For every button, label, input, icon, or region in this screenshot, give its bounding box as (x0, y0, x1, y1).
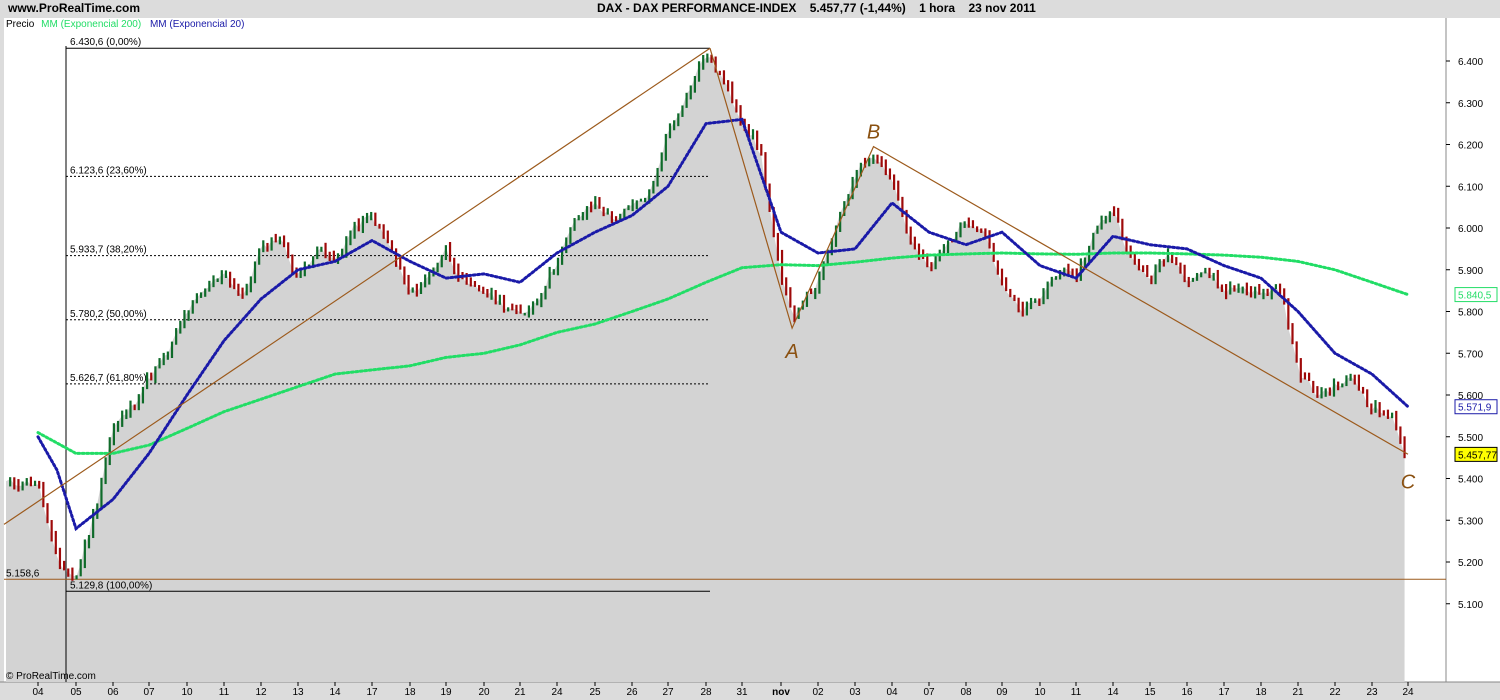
fib-level-label: 5.780,2 (50,00%) (70, 309, 147, 320)
x-tick-label: 14 (329, 687, 341, 698)
time-axis-background (0, 682, 1500, 700)
x-tick-label: 11 (1071, 687, 1082, 698)
x-tick-label: 14 (1107, 687, 1119, 698)
ema20-price-tag (1454, 399, 1498, 415)
x-tick-label: 21 (1292, 687, 1304, 698)
watermark: © ProRealTime.com (6, 671, 96, 682)
chart-date: 23 nov 2011 (968, 1, 1036, 15)
price-change: 5.457,77 (-1,44%) (809, 1, 906, 15)
legend-ema20[interactable]: MM (Exponencial 20) (149, 19, 245, 30)
instrument-name: DAX - DAX PERFORMANCE-INDEX (597, 1, 797, 15)
x-tick-label: 19 (440, 687, 452, 698)
x-tick-label: 13 (292, 687, 304, 698)
y-tick-label: 5.400 (1458, 475, 1483, 486)
y-tick-label: 5.600 (1458, 391, 1483, 402)
fib-level-label: 5.933,7 (38,20%) (70, 245, 147, 256)
x-tick-label: 24 (1402, 687, 1414, 698)
x-tick-label: 02 (812, 687, 824, 698)
title-bar: www.ProRealTime.com DAX - DAX PERFORMANC… (0, 0, 1500, 18)
last-price-tag-text: 5.457,77 (1458, 450, 1497, 461)
x-tick-label: 25 (589, 687, 601, 698)
x-tick-label: 09 (996, 687, 1008, 698)
y-tick-label: 5.900 (1458, 266, 1483, 277)
timeframe: 1 hora (919, 1, 956, 15)
ema20-line[interactable] (36, 117, 1410, 532)
x-tick-label: 12 (255, 687, 267, 698)
x-tick-label: 10 (1034, 687, 1046, 698)
x-tick-label: nov (772, 687, 790, 698)
ema200-line[interactable] (36, 251, 1410, 455)
y-tick-label: 6.300 (1458, 99, 1483, 110)
y-tick-label: 5.500 (1458, 433, 1483, 444)
x-tick-label: 28 (700, 687, 712, 698)
wave-label-a: A (784, 341, 798, 363)
x-tick-label: 10 (181, 687, 193, 698)
wave-label-b: B (867, 122, 880, 144)
fib-level-label: 6.123,6 (23,60%) (70, 165, 147, 176)
legend-ema200[interactable]: MM (Exponencial 200) (41, 19, 142, 30)
x-tick-label: 17 (366, 687, 378, 698)
x-tick-label: 11 (219, 687, 230, 698)
support-line-label: 5.158,6 (6, 568, 40, 579)
x-tick-label: 03 (849, 687, 861, 698)
legend-price: Precio (6, 19, 35, 30)
x-tick-label: 22 (1329, 687, 1341, 698)
fib-level-label: 5.129,8 (100,00%) (70, 580, 152, 591)
x-tick-label: 20 (478, 687, 490, 698)
x-tick-label: 16 (1181, 687, 1193, 698)
ema200-price-tag (1454, 287, 1498, 303)
price-axis-background (1446, 18, 1500, 682)
y-tick-label: 6.200 (1458, 141, 1483, 152)
x-tick-label: 31 (736, 687, 748, 698)
chart-legend: Precio MM (Exponencial 200) MM (Exponenc… (6, 19, 244, 30)
x-tick-label: 15 (1144, 687, 1156, 698)
y-tick-label: 5.100 (1458, 600, 1483, 611)
x-tick-label: 06 (107, 687, 119, 698)
x-tick-label: 26 (626, 687, 638, 698)
y-tick-label: 5.700 (1458, 349, 1483, 360)
price-area (6, 57, 1405, 683)
fib-level-label: 6.430,6 (0,00%) (70, 37, 141, 48)
x-tick-label: 18 (1255, 687, 1267, 698)
x-tick-label: 18 (404, 687, 416, 698)
x-tick-label: 07 (143, 687, 155, 698)
y-tick-label: 5.200 (1458, 558, 1483, 569)
abc-wave-line (709, 48, 1409, 455)
y-tick-label: 6.400 (1458, 57, 1483, 68)
x-tick-label: 07 (923, 687, 935, 698)
y-tick-label: 5.300 (1458, 516, 1483, 527)
x-tick-label: 24 (551, 687, 563, 698)
x-tick-label: 23 (1366, 687, 1378, 698)
uptrend-line (3, 47, 711, 525)
chart-title: DAX - DAX PERFORMANCE-INDEX 5.457,77 (-1… (597, 1, 1046, 15)
y-tick-label: 6.000 (1458, 224, 1483, 235)
y-tick-label: 6.100 (1458, 182, 1483, 193)
ema200-price-tag-text: 5.840,5 (1458, 291, 1492, 302)
x-tick-label: 04 (886, 687, 898, 698)
x-tick-label: 08 (960, 687, 972, 698)
wave-label-c: C (1401, 471, 1416, 493)
x-tick-label: 17 (1218, 687, 1230, 698)
x-tick-label: 27 (662, 687, 674, 698)
y-tick-label: 5.800 (1458, 308, 1483, 319)
ema20-price-tag-text: 5.571,9 (1458, 403, 1492, 414)
x-tick-label: 05 (70, 687, 82, 698)
x-tick-label: 21 (514, 687, 526, 698)
site-link[interactable]: www.ProRealTime.com (8, 1, 141, 15)
fib-level-label: 5.626,7 (61,80%) (70, 373, 147, 384)
x-tick-label: 04 (32, 687, 44, 698)
last-price-tag (1454, 446, 1498, 462)
